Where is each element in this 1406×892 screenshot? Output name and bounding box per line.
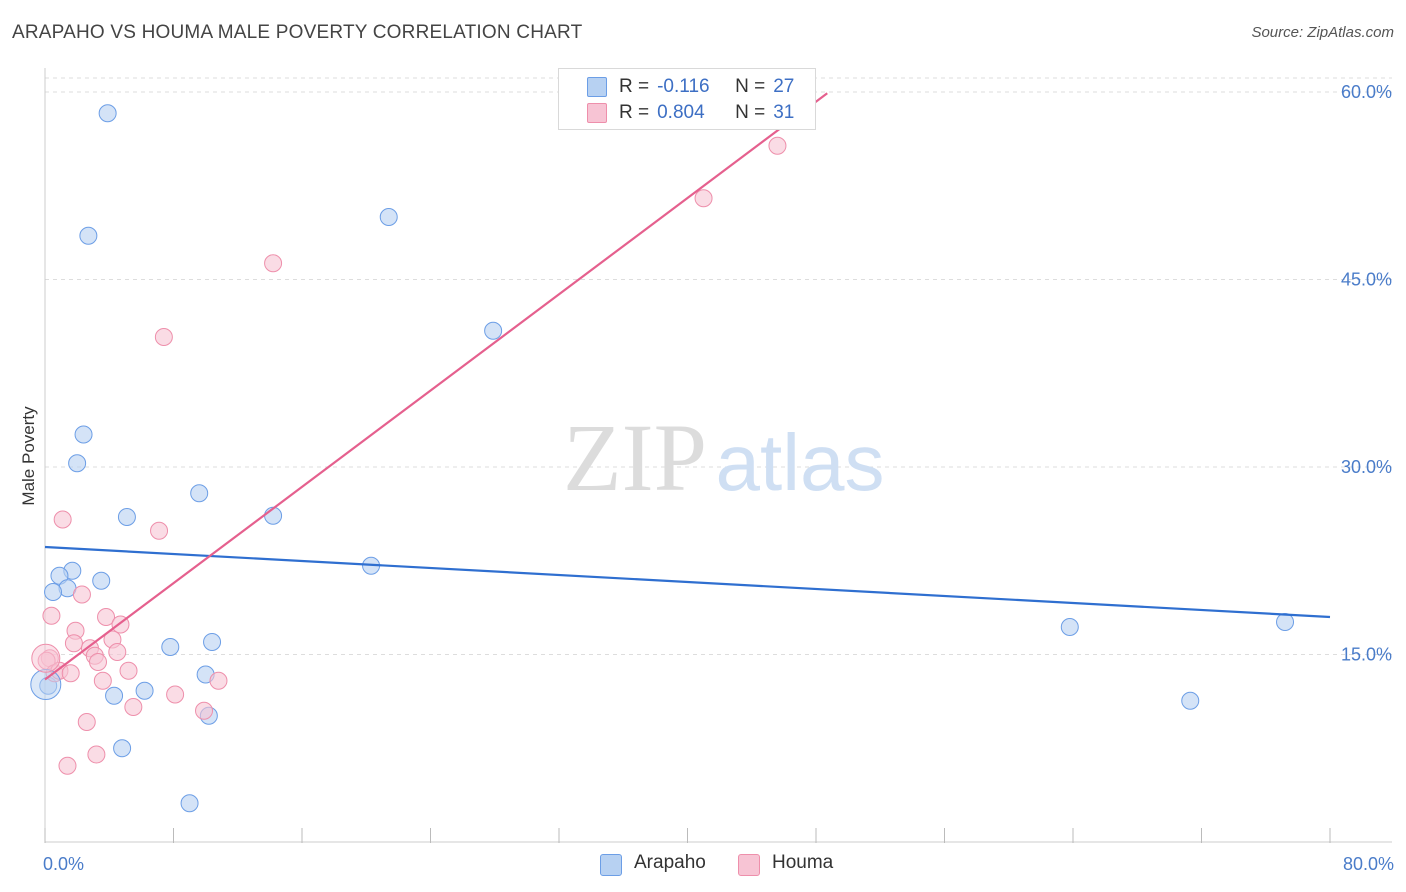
legend-r-label: R =	[619, 102, 650, 123]
houma-point	[154, 328, 173, 346]
houma-point	[77, 713, 96, 731]
y-tick-label: 60.0%	[1341, 82, 1392, 102]
arapaho-point	[117, 508, 136, 526]
y-axis-title: Male Poverty	[19, 406, 38, 506]
arapaho-point	[190, 484, 209, 503]
houma-point	[108, 643, 127, 661]
arapaho-point	[379, 208, 398, 226]
legend-swatch-arapaho	[587, 77, 607, 97]
legend-n-value: 27	[773, 76, 795, 97]
axis-labels: 15.0% 30.0% 45.0% 60.0% 0.0% 80.0%	[43, 82, 1394, 874]
bottom-legend-swatch-houma	[738, 854, 760, 876]
arapaho-point	[203, 633, 222, 651]
legend-n-label: N =	[735, 76, 766, 97]
arapaho-point	[44, 583, 63, 601]
legend-r-value: -0.116	[657, 76, 710, 97]
arapaho-point	[105, 686, 124, 705]
chart-title: ARAPAHO VS HOUMA MALE POVERTY CORRELATIO…	[12, 22, 583, 43]
arapaho-point	[180, 794, 199, 813]
bottom-legend-label-houma: Houma	[772, 852, 834, 873]
houma-point-cluster	[31, 643, 61, 673]
grid-lines	[45, 77, 1392, 655]
houma-point	[694, 189, 713, 208]
legend-row-arapaho: R = -0.116 N = 27	[587, 75, 794, 99]
houma-point	[64, 634, 83, 653]
arapaho-point	[161, 638, 180, 656]
houma-trend-line	[44, 92, 828, 681]
bottom-legend-arapaho: Arapaho	[600, 852, 730, 878]
bottom-legend-label-arapaho: Arapaho	[634, 852, 706, 873]
watermark-zip: ZIP	[563, 404, 707, 511]
houma-point	[53, 510, 72, 529]
y-tick-label: 45.0%	[1341, 270, 1392, 290]
arapaho-point	[484, 321, 503, 340]
x-tick-label: 80.0%	[1343, 854, 1394, 874]
arapaho-point	[1060, 618, 1079, 636]
arapaho-point	[68, 454, 87, 473]
bottom-legend-houma: Houma	[738, 852, 858, 878]
houma-point	[97, 608, 116, 626]
houma-point	[209, 671, 228, 690]
arapaho-point	[92, 571, 111, 590]
trend-lines	[44, 92, 1331, 681]
arapaho-point	[1181, 691, 1200, 710]
houma-point	[264, 254, 283, 273]
watermark: ZIP atlas	[563, 404, 884, 511]
axes	[44, 68, 1392, 843]
houma-point	[166, 685, 185, 704]
houma-point	[87, 745, 106, 764]
houma-point	[42, 606, 61, 625]
arapaho-point	[74, 425, 93, 444]
arapaho-trend-line	[44, 545, 1331, 619]
legend-n-value: 31	[773, 102, 795, 123]
legend-row-houma: R = 0.804 N = 31	[587, 101, 794, 125]
houma-point	[124, 698, 143, 716]
legend-n-label: N =	[735, 102, 766, 123]
arapaho-point	[98, 104, 117, 123]
houma-point	[768, 136, 787, 155]
arapaho-point	[1276, 613, 1295, 631]
chart-source: Source: ZipAtlas.com	[1251, 24, 1394, 41]
x-tick-label: 0.0%	[43, 854, 84, 874]
bottom-legend-swatch-arapaho	[600, 854, 622, 876]
correlation-legend: R = -0.116 N = 27 R = 0.804 N = 31	[558, 68, 816, 130]
legend-r-value: 0.804	[657, 102, 705, 123]
houma-point	[61, 664, 80, 683]
houma-point	[93, 671, 112, 690]
y-tick-label: 30.0%	[1341, 457, 1392, 477]
arapaho-point	[113, 739, 132, 758]
houma-point	[195, 701, 214, 720]
houma-point	[58, 756, 77, 775]
houma-point	[89, 653, 108, 671]
arapaho-point	[79, 226, 98, 245]
data-points	[30, 104, 1295, 813]
watermark-atlas: atlas	[716, 418, 885, 507]
legend-r-label: R =	[619, 76, 650, 97]
houma-point	[119, 661, 138, 680]
houma-point	[72, 585, 91, 604]
y-tick-label: 15.0%	[1341, 645, 1392, 665]
legend-swatch-houma	[587, 103, 607, 123]
arapaho-point	[135, 681, 154, 700]
houma-point	[150, 521, 169, 540]
arapaho-point-cluster	[30, 669, 62, 700]
